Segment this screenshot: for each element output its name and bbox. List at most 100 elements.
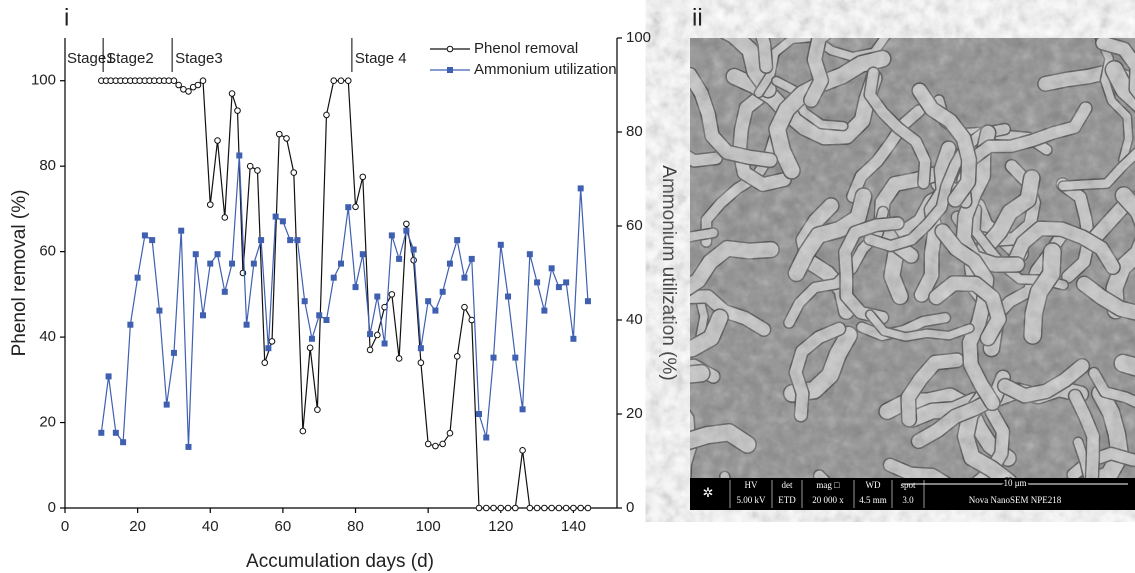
- info-value: 3.0: [902, 495, 914, 505]
- point: [526, 504, 534, 512]
- point: [526, 251, 533, 258]
- sem-fiber-shadow: [690, 434, 699, 478]
- point: [555, 284, 562, 291]
- instrument: Nova NanoSEM NPE218: [969, 495, 1062, 505]
- point: [254, 167, 261, 174]
- point: [199, 77, 207, 85]
- point: [175, 81, 182, 89]
- point: [584, 298, 591, 305]
- point: [512, 354, 519, 361]
- sem-info: HV 5.00 kV det ETD mag □ 20 000 x WD 4.5 mm spot…: [729, 480, 925, 508]
- x-tick-label: 0: [61, 518, 69, 535]
- point: [577, 504, 584, 512]
- point: [548, 504, 555, 512]
- point: [483, 434, 490, 441]
- point: [314, 406, 321, 414]
- point: [555, 504, 563, 512]
- point: [206, 201, 214, 208]
- point: [570, 335, 577, 342]
- point: [192, 251, 199, 258]
- point: [476, 411, 482, 417]
- point: [512, 504, 519, 512]
- point: [497, 241, 504, 248]
- y2-tick-label: 40: [626, 311, 643, 328]
- point: [403, 220, 410, 228]
- point: [374, 293, 381, 300]
- point: [548, 265, 555, 272]
- series-line: [100, 155, 589, 447]
- point: [105, 373, 112, 380]
- sem-icon: ✲: [703, 485, 714, 500]
- point: [446, 429, 454, 437]
- point: [141, 232, 148, 239]
- point: [268, 338, 276, 345]
- point: [396, 255, 403, 262]
- x-tick-label: 100: [416, 518, 441, 535]
- point: [504, 504, 512, 512]
- point: [577, 185, 584, 192]
- point: [228, 90, 236, 97]
- point: [490, 504, 497, 512]
- scale-bar-label: 10 μm: [1003, 478, 1026, 488]
- sem-fiber: [690, 435, 698, 478]
- x-tick-label: 20: [129, 518, 146, 535]
- point: [562, 504, 570, 512]
- sem-grain: [690, 38, 1135, 478]
- point: [345, 204, 352, 211]
- point: [221, 214, 229, 221]
- point: [453, 353, 461, 360]
- info-value: 5.00 kV: [737, 495, 767, 505]
- point: [306, 344, 314, 352]
- y-tick-label: 40: [39, 328, 56, 345]
- legend-label: Ammonium utilization: [474, 61, 617, 78]
- x-tick-label: 40: [202, 518, 219, 535]
- y2-axis-label: Ammonium utilization (%): [658, 165, 679, 380]
- point: [410, 246, 417, 253]
- point: [454, 237, 461, 244]
- info-value: 4.5 mm: [859, 495, 887, 505]
- y-tick-label: 20: [39, 414, 56, 431]
- y-tick-label: 60: [39, 243, 56, 260]
- point: [352, 284, 359, 291]
- point: [330, 77, 338, 85]
- point: [170, 349, 177, 356]
- point: [490, 354, 497, 361]
- point: [229, 260, 236, 267]
- point: [163, 401, 170, 408]
- point: [283, 135, 290, 142]
- y-axis-label: Phenol removal (%): [9, 190, 30, 357]
- point: [344, 77, 352, 85]
- x-tick-label: 120: [488, 518, 513, 535]
- point: [98, 429, 105, 436]
- info-head: spot: [900, 480, 916, 490]
- point: [519, 447, 526, 454]
- point: [246, 162, 254, 170]
- point: [468, 316, 476, 324]
- point: [316, 312, 323, 319]
- point: [461, 303, 468, 311]
- point: [290, 169, 298, 176]
- point: [352, 203, 359, 211]
- panel-label: i: [64, 4, 69, 31]
- point: [439, 288, 446, 295]
- point: [417, 345, 424, 352]
- legend-label: Phenol removal: [474, 40, 578, 57]
- point: [497, 504, 505, 512]
- sem-info-bar: [690, 478, 1135, 510]
- point: [461, 274, 468, 281]
- series-line: [101, 79, 588, 509]
- point: [279, 218, 286, 225]
- point: [323, 317, 330, 323]
- point: [120, 439, 127, 446]
- point: [178, 227, 185, 234]
- point: [424, 440, 432, 448]
- point: [221, 288, 228, 295]
- stage-label: Stage 4: [355, 50, 407, 67]
- point: [194, 81, 202, 89]
- point: [563, 279, 570, 286]
- point: [432, 442, 439, 450]
- point: [185, 88, 192, 95]
- point: [258, 237, 265, 244]
- legend-marker: [446, 45, 454, 53]
- panel-label: ii: [692, 4, 703, 31]
